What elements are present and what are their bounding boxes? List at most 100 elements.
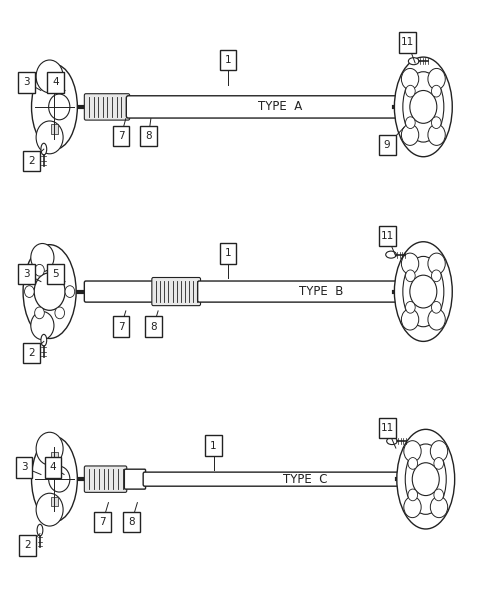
- Circle shape: [409, 275, 436, 308]
- FancyBboxPatch shape: [398, 32, 415, 52]
- Text: 11: 11: [380, 231, 393, 241]
- Text: 8: 8: [145, 131, 151, 141]
- Text: 9: 9: [383, 140, 390, 150]
- Circle shape: [427, 124, 444, 145]
- Circle shape: [407, 489, 417, 501]
- Circle shape: [403, 497, 420, 518]
- Circle shape: [34, 273, 65, 310]
- Ellipse shape: [405, 444, 445, 514]
- Circle shape: [411, 463, 439, 495]
- Text: 4: 4: [52, 77, 59, 87]
- Ellipse shape: [386, 438, 396, 445]
- Circle shape: [55, 307, 64, 319]
- Circle shape: [34, 264, 44, 276]
- Ellipse shape: [396, 429, 454, 529]
- Text: 7: 7: [118, 322, 124, 332]
- FancyBboxPatch shape: [94, 512, 111, 532]
- FancyBboxPatch shape: [124, 469, 145, 489]
- Text: TYPE  A: TYPE A: [258, 100, 302, 114]
- FancyBboxPatch shape: [18, 72, 35, 92]
- Text: 3: 3: [21, 462, 27, 472]
- Circle shape: [407, 458, 417, 469]
- Circle shape: [427, 309, 444, 330]
- Text: 4: 4: [49, 462, 56, 472]
- FancyBboxPatch shape: [378, 135, 395, 155]
- Circle shape: [36, 121, 63, 154]
- FancyBboxPatch shape: [19, 535, 36, 555]
- Ellipse shape: [41, 143, 46, 155]
- Circle shape: [409, 91, 436, 123]
- Circle shape: [31, 312, 54, 340]
- FancyBboxPatch shape: [15, 457, 32, 478]
- Circle shape: [55, 264, 64, 276]
- Ellipse shape: [31, 64, 77, 150]
- Circle shape: [429, 497, 447, 518]
- FancyBboxPatch shape: [151, 277, 200, 306]
- FancyBboxPatch shape: [112, 316, 129, 337]
- Circle shape: [405, 85, 414, 97]
- Ellipse shape: [31, 436, 77, 522]
- Circle shape: [427, 253, 444, 274]
- FancyBboxPatch shape: [378, 226, 395, 246]
- Text: 7: 7: [118, 131, 124, 141]
- Circle shape: [433, 489, 442, 501]
- Bar: [50, 80, 58, 90]
- FancyBboxPatch shape: [23, 343, 40, 363]
- Text: 3: 3: [23, 269, 30, 279]
- Circle shape: [36, 493, 63, 526]
- FancyBboxPatch shape: [47, 264, 64, 284]
- Circle shape: [48, 466, 70, 492]
- Text: 2: 2: [28, 348, 34, 358]
- Ellipse shape: [393, 241, 452, 342]
- Circle shape: [405, 117, 414, 128]
- Ellipse shape: [37, 524, 43, 536]
- FancyBboxPatch shape: [45, 457, 61, 478]
- FancyBboxPatch shape: [47, 72, 64, 92]
- Circle shape: [429, 441, 447, 462]
- Circle shape: [405, 302, 414, 313]
- FancyBboxPatch shape: [145, 316, 161, 337]
- Text: 7: 7: [99, 517, 106, 527]
- Ellipse shape: [402, 72, 443, 142]
- Ellipse shape: [41, 335, 46, 346]
- Circle shape: [36, 60, 63, 93]
- Text: 2: 2: [28, 156, 34, 166]
- Text: 11: 11: [400, 38, 413, 48]
- Ellipse shape: [408, 58, 418, 65]
- Bar: [50, 452, 58, 462]
- FancyBboxPatch shape: [112, 126, 129, 147]
- Text: 11: 11: [380, 423, 393, 433]
- Circle shape: [48, 94, 70, 120]
- FancyBboxPatch shape: [378, 418, 395, 438]
- FancyBboxPatch shape: [143, 472, 419, 486]
- FancyBboxPatch shape: [123, 512, 140, 532]
- Circle shape: [401, 309, 418, 330]
- FancyBboxPatch shape: [205, 435, 222, 456]
- FancyBboxPatch shape: [23, 151, 40, 171]
- Text: 5: 5: [52, 269, 59, 279]
- FancyBboxPatch shape: [219, 49, 236, 70]
- Text: 1: 1: [224, 249, 231, 259]
- Circle shape: [401, 253, 418, 274]
- Text: 8: 8: [150, 322, 156, 332]
- Circle shape: [405, 270, 414, 282]
- Circle shape: [401, 124, 418, 145]
- Ellipse shape: [393, 57, 452, 157]
- Circle shape: [401, 68, 418, 90]
- FancyBboxPatch shape: [126, 96, 415, 118]
- Circle shape: [403, 441, 420, 462]
- FancyBboxPatch shape: [197, 281, 414, 302]
- FancyBboxPatch shape: [84, 281, 154, 302]
- Text: TYPE  B: TYPE B: [298, 285, 342, 298]
- FancyBboxPatch shape: [84, 466, 126, 492]
- FancyBboxPatch shape: [140, 126, 157, 147]
- Circle shape: [431, 85, 440, 97]
- Circle shape: [65, 286, 75, 297]
- Ellipse shape: [385, 251, 395, 258]
- Bar: [50, 497, 58, 506]
- Ellipse shape: [402, 256, 443, 327]
- Circle shape: [34, 307, 44, 319]
- Circle shape: [427, 68, 444, 90]
- FancyBboxPatch shape: [84, 94, 129, 120]
- FancyBboxPatch shape: [219, 243, 236, 264]
